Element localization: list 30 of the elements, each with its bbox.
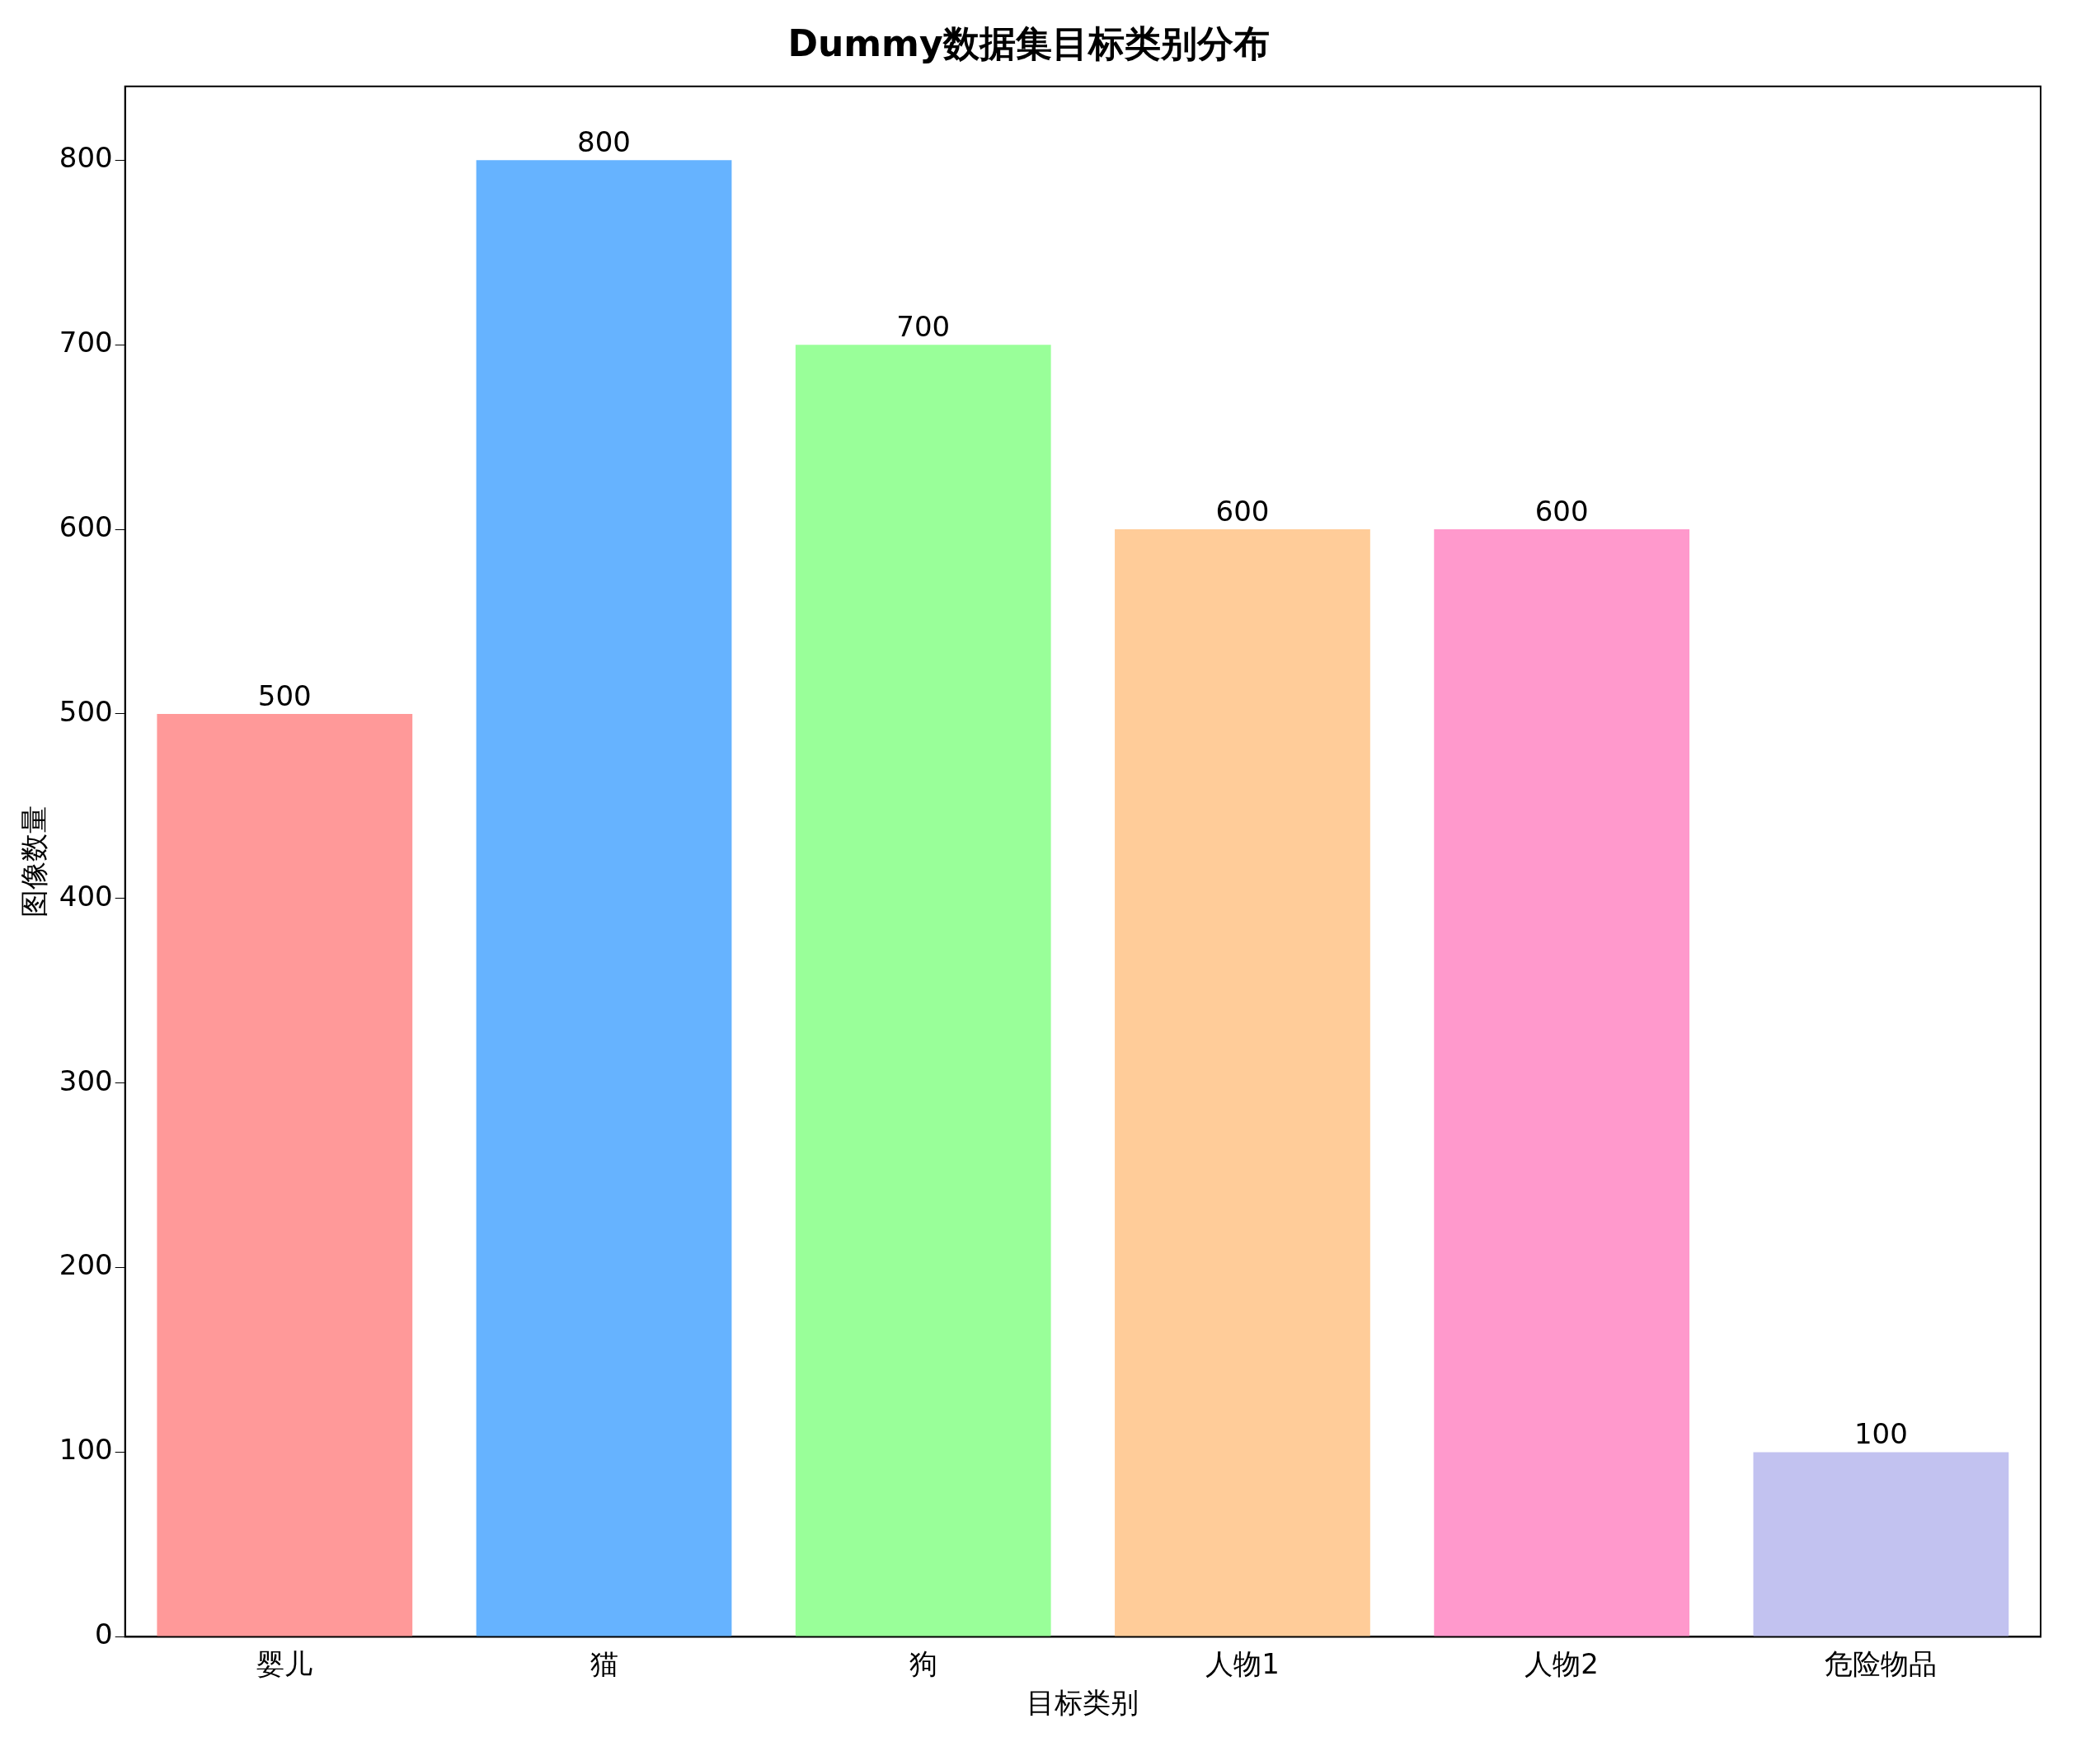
data-label: 700: [896, 310, 951, 344]
y-tick-label: 700: [59, 326, 113, 359]
y-tick-label: 200: [59, 1248, 113, 1282]
x-tick-label: 婴儿: [256, 1646, 313, 1680]
x-tick-label: 危险物品: [1825, 1646, 1938, 1680]
bar: [1434, 529, 1690, 1636]
x-tick-label: 狗: [909, 1646, 937, 1680]
y-tick-label: 400: [59, 879, 113, 913]
data-label: 600: [1534, 494, 1589, 528]
bar: [476, 160, 732, 1636]
y-tick-label: 100: [59, 1433, 113, 1467]
bar: [1115, 529, 1370, 1636]
bar: [795, 345, 1051, 1636]
y-axis-title: 图像数量: [17, 805, 51, 918]
bar: [1753, 1452, 2009, 1636]
y-tick-label: 300: [59, 1064, 113, 1097]
y-tick-label: 600: [59, 509, 113, 543]
x-tick-label: 人物2: [1524, 1646, 1599, 1680]
x-tick-label: 人物1: [1205, 1646, 1280, 1680]
y-tick-label: 800: [59, 141, 113, 175]
data-label: 600: [1215, 494, 1270, 528]
data-label: 100: [1853, 1417, 1908, 1451]
x-axis-title: 目标类别: [1027, 1686, 1139, 1720]
y-tick-label: 0: [95, 1618, 113, 1651]
chart-title: Dummy数据集目标类别分布: [787, 21, 1270, 64]
x-tick-label: 猫: [590, 1646, 618, 1680]
bar: [157, 714, 413, 1636]
data-label: 800: [577, 125, 631, 159]
data-label: 500: [257, 678, 312, 712]
y-tick-label: 500: [59, 694, 113, 728]
